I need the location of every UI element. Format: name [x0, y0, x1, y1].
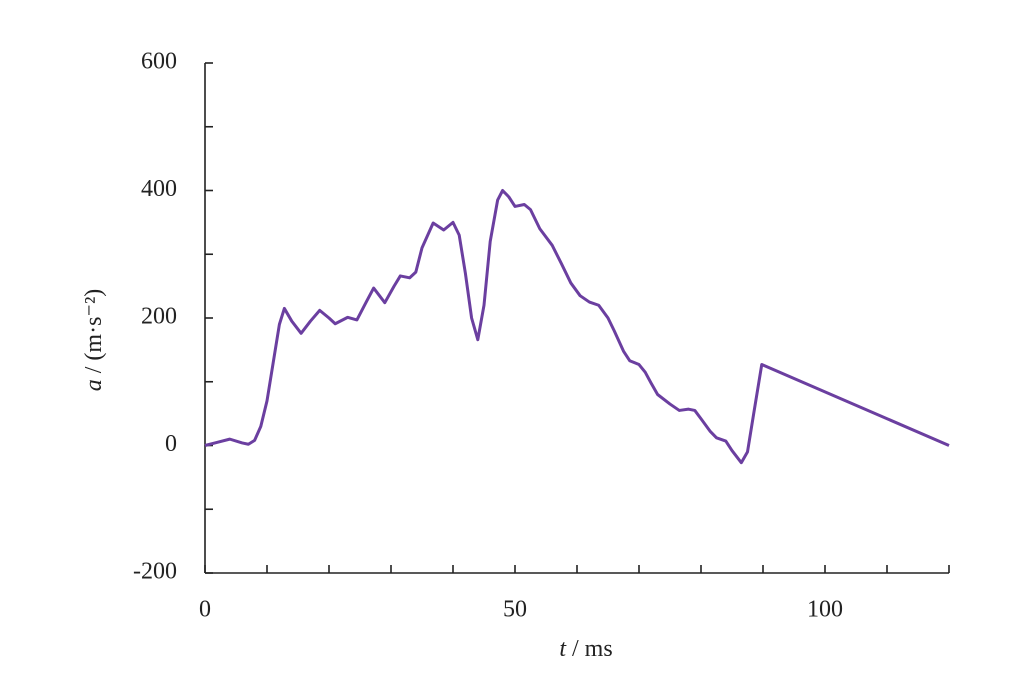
- x-label-unit: / ms: [572, 636, 613, 662]
- data-line: [204, 189, 950, 465]
- x-label-symbol: t: [559, 636, 567, 662]
- x-axis-label: t / ms: [559, 636, 612, 662]
- x-tick-label: 0: [199, 597, 211, 623]
- y-label-unit: / (m·s⁻²): [81, 289, 107, 374]
- y-tick-label: 400: [141, 176, 177, 202]
- y-tick-label: 200: [141, 304, 177, 330]
- y-tick-label: 0: [165, 431, 177, 457]
- y-axis-label: a / (m·s⁻²): [81, 289, 107, 392]
- y-tick-label: -200: [133, 559, 177, 585]
- x-tick-label: 50: [503, 597, 527, 623]
- y-tick-label: 600: [141, 49, 177, 75]
- x-tick-label: 100: [807, 597, 843, 623]
- y-label-symbol: a: [81, 379, 107, 391]
